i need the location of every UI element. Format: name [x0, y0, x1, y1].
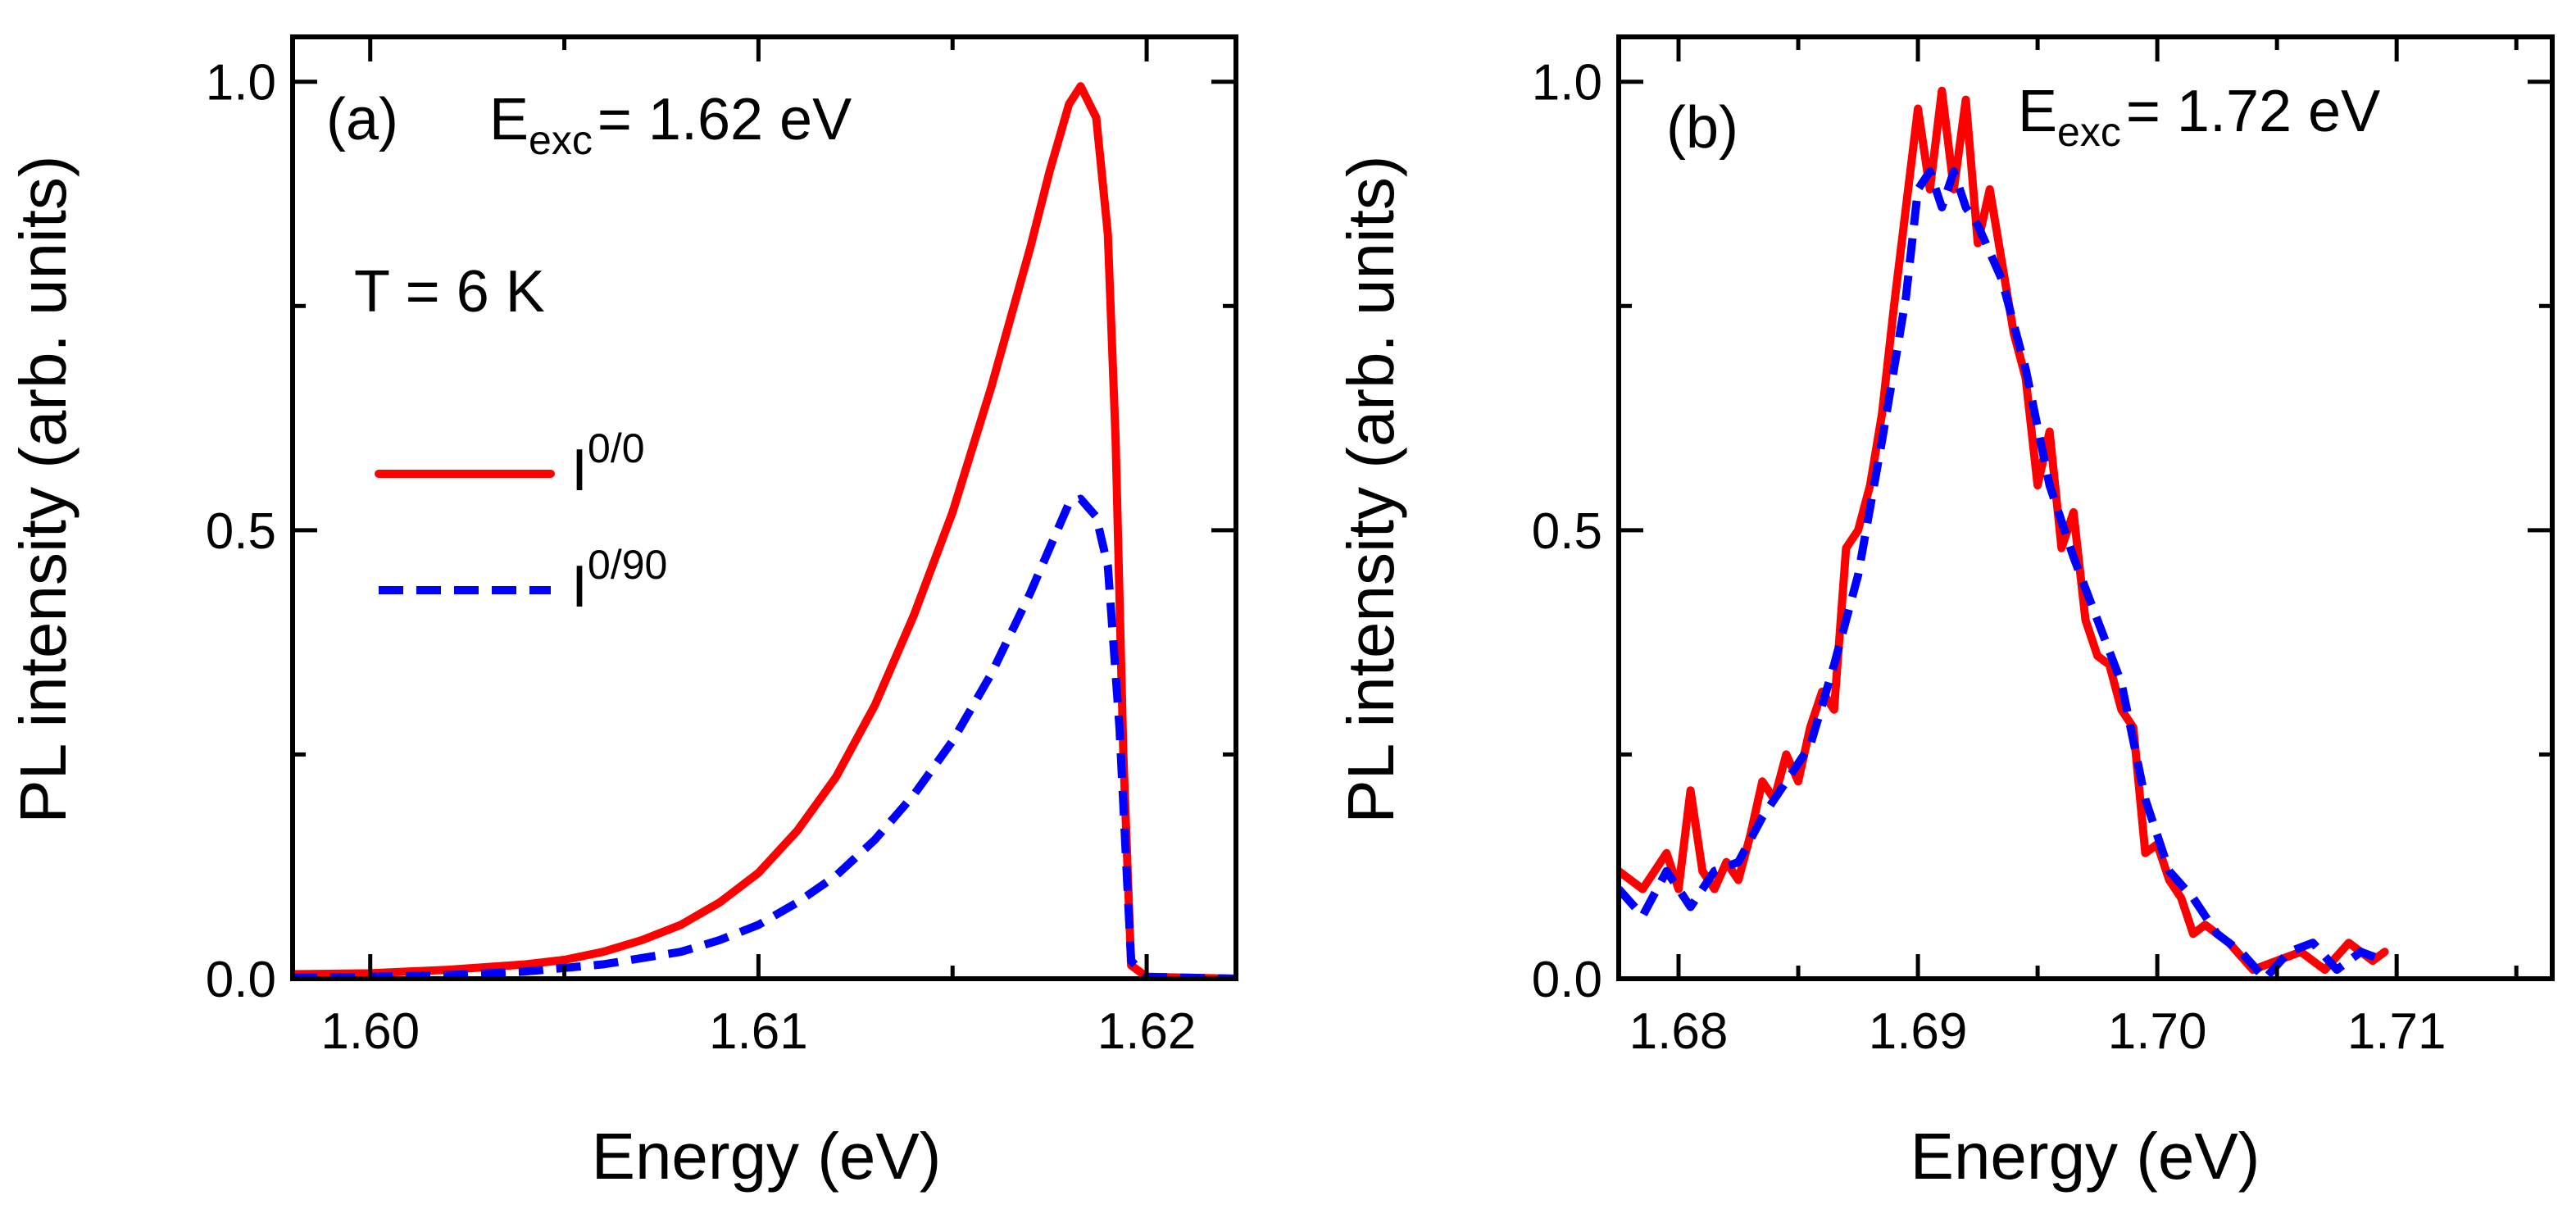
panel-a-ytick-label: 1.0 [206, 55, 276, 111]
panel-b-xtick-label: 1.71 [2347, 1003, 2447, 1060]
panel-a-xtick-label: 1.61 [709, 1003, 808, 1060]
panel-b: PL intensity (arb. units) Energy (eV) (b… [1334, 34, 2555, 1193]
panel-a-xtick-label: 1.60 [320, 1003, 420, 1060]
panel-b-series-i00 [1619, 86, 2389, 975]
panel-a-legend: I0/0 I0/90 [375, 425, 667, 620]
panel-b-xtick-label: 1.68 [1629, 1003, 1729, 1060]
panel-b-ytick-label: 0.0 [1532, 952, 1602, 1008]
panel-a-ytick-label: 0.0 [206, 952, 276, 1008]
panel-b-ytick-label: 0.5 [1532, 503, 1602, 560]
panel-a-series-group [293, 82, 1236, 979]
panel-a-series-i090 [293, 494, 1236, 979]
panel-a-frame [290, 34, 1238, 981]
panel-b-excitation: Eexc= 1.72 eV [2018, 79, 2380, 155]
panel-b-xtick-label: 1.70 [2108, 1003, 2207, 1060]
panel-a-series-i00 [293, 82, 1236, 979]
panel-a-excitation: Eexc= 1.62 eV [489, 87, 852, 163]
legend-entry-i00: I0/0 [571, 425, 645, 503]
panel-b-xlabel: Energy (eV) [1910, 1120, 2260, 1193]
panel-b-series-group [1619, 86, 2389, 979]
panel-a-xtick-label: 1.62 [1097, 1003, 1197, 1060]
panel-b-ytick-label: 1.0 [1532, 55, 1602, 111]
panel-b-ylabel: PL intensity (arb. units) [1334, 155, 1407, 823]
panel-b-xtick-label: 1.69 [1869, 1003, 1968, 1060]
panel-b-frame [1616, 34, 2555, 981]
panel-a-label: (a) [326, 87, 398, 152]
panel-a-temperature: T = 6 K [354, 259, 545, 325]
panel-a: PL intensity (arb. units) Energy (eV) (a… [7, 34, 1238, 1193]
panel-b-label: (b) [1666, 95, 1738, 161]
panel-b-series-i090 [1619, 167, 2387, 979]
legend-entry-i090: I0/90 [571, 542, 667, 620]
panel-a-ytick-label: 0.5 [206, 503, 276, 560]
panel-a-xlabel: Energy (eV) [592, 1120, 942, 1193]
panel-a-ylabel: PL intensity (arb. units) [7, 155, 80, 823]
